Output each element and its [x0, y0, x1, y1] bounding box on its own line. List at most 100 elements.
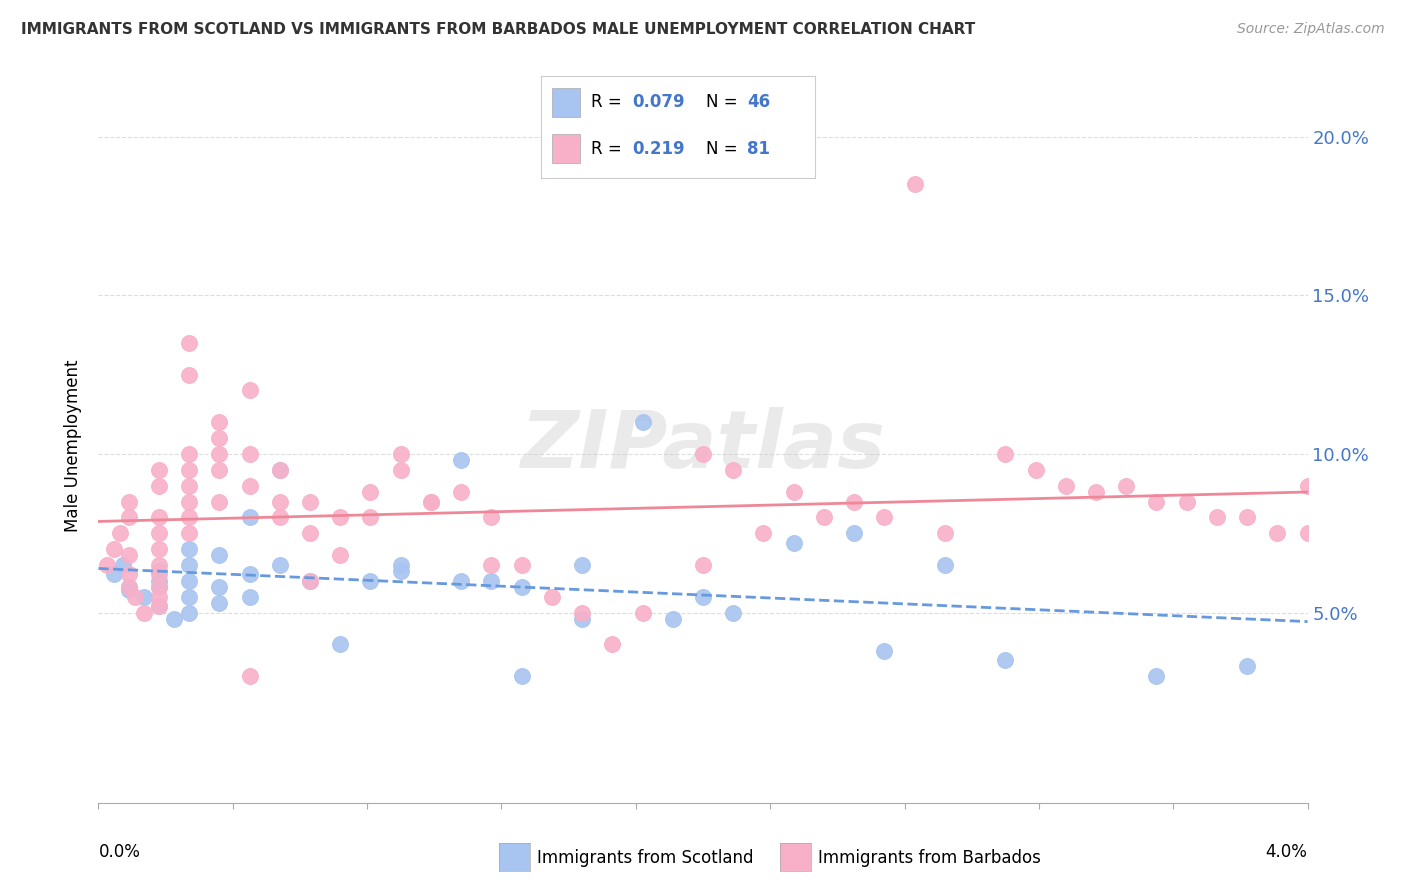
Point	[148, 580, 170, 594]
Point	[723, 463, 745, 477]
Point	[1085, 485, 1108, 500]
Point	[510, 669, 533, 683]
Point	[208, 415, 231, 429]
Point	[118, 494, 141, 508]
Text: IMMIGRANTS FROM SCOTLAND VS IMMIGRANTS FROM BARBADOS MALE UNEMPLOYMENT CORRELATI: IMMIGRANTS FROM SCOTLAND VS IMMIGRANTS F…	[21, 22, 976, 37]
Point	[783, 535, 806, 549]
Point	[1025, 463, 1047, 477]
Point	[179, 574, 201, 588]
Point	[163, 612, 186, 626]
Point	[208, 447, 231, 461]
Point	[299, 574, 322, 588]
Point	[239, 567, 262, 582]
Point	[723, 606, 745, 620]
Text: 0.079: 0.079	[631, 94, 685, 112]
Point	[1236, 510, 1258, 524]
Point	[179, 447, 201, 461]
Point	[631, 415, 654, 429]
Point	[994, 653, 1017, 667]
Point	[571, 612, 593, 626]
Point	[813, 510, 835, 524]
Point	[239, 447, 262, 461]
Point	[602, 637, 624, 651]
Text: 46: 46	[747, 94, 770, 112]
Point	[360, 485, 382, 500]
Point	[148, 542, 170, 557]
Point	[510, 580, 533, 594]
Point	[662, 612, 685, 626]
Point	[179, 526, 201, 541]
Point	[96, 558, 118, 572]
Point	[481, 574, 503, 588]
Point	[269, 558, 291, 572]
Point	[904, 178, 927, 192]
Point	[148, 580, 170, 594]
Point	[148, 526, 170, 541]
Point	[299, 574, 322, 588]
Point	[118, 583, 141, 598]
Point	[1115, 478, 1137, 492]
Point	[844, 526, 866, 541]
Point	[208, 431, 231, 445]
Text: 0.0%: 0.0%	[98, 843, 141, 861]
Point	[389, 463, 412, 477]
Point	[481, 558, 503, 572]
Point	[118, 510, 141, 524]
Point	[389, 564, 412, 578]
Text: Immigrants from Scotland: Immigrants from Scotland	[537, 849, 754, 867]
Point	[481, 510, 503, 524]
Point	[118, 567, 141, 582]
Point	[269, 494, 291, 508]
Point	[510, 558, 533, 572]
Point	[1206, 510, 1229, 524]
Point	[118, 580, 141, 594]
Point	[148, 510, 170, 524]
Point	[148, 590, 170, 604]
Text: 4.0%: 4.0%	[1265, 843, 1308, 861]
Point	[692, 447, 714, 461]
Point	[571, 558, 593, 572]
Text: Immigrants from Barbados: Immigrants from Barbados	[818, 849, 1042, 867]
Point	[752, 526, 775, 541]
Bar	[553, 135, 579, 163]
Point	[179, 368, 201, 382]
Point	[269, 510, 291, 524]
Bar	[553, 88, 579, 117]
Point	[179, 558, 201, 572]
Point	[103, 567, 125, 582]
Point	[179, 463, 201, 477]
Point	[179, 335, 201, 350]
Text: R =: R =	[591, 140, 627, 158]
Point	[124, 590, 146, 604]
Point	[179, 542, 201, 557]
Text: 0.219: 0.219	[631, 140, 685, 158]
Point	[1267, 526, 1289, 541]
Point	[1146, 669, 1168, 683]
Point	[239, 478, 262, 492]
Point	[299, 526, 322, 541]
Point	[450, 485, 472, 500]
Text: N =: N =	[706, 140, 742, 158]
Point	[631, 606, 654, 620]
Point	[450, 453, 472, 467]
Point	[179, 510, 201, 524]
Point	[450, 574, 472, 588]
Y-axis label: Male Unemployment: Male Unemployment	[65, 359, 83, 533]
Point	[269, 463, 291, 477]
Point	[148, 564, 170, 578]
Point	[329, 637, 352, 651]
Point	[1146, 494, 1168, 508]
Point	[692, 558, 714, 572]
Point	[148, 478, 170, 492]
Point	[692, 590, 714, 604]
Point	[208, 596, 231, 610]
Point	[541, 590, 564, 604]
Point	[329, 549, 352, 563]
Point	[208, 463, 231, 477]
Point	[132, 590, 155, 604]
Point	[1296, 478, 1319, 492]
Point	[132, 606, 155, 620]
Point	[360, 510, 382, 524]
Point	[239, 669, 262, 683]
Point	[148, 599, 170, 614]
